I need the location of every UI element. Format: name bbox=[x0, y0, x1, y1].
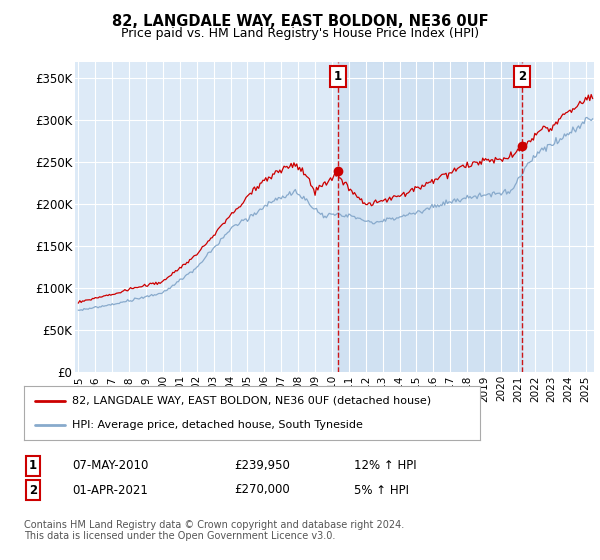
Bar bbox=[338, 62, 522, 372]
Text: 82, LANGDALE WAY, EAST BOLDON, NE36 0UF (detached house): 82, LANGDALE WAY, EAST BOLDON, NE36 0UF … bbox=[72, 396, 431, 406]
Text: £270,000: £270,000 bbox=[234, 483, 290, 497]
Text: 5% ↑ HPI: 5% ↑ HPI bbox=[354, 483, 409, 497]
Text: 2: 2 bbox=[518, 70, 526, 83]
Text: 01-APR-2021: 01-APR-2021 bbox=[72, 483, 148, 497]
Text: 2: 2 bbox=[29, 483, 37, 497]
Text: HPI: Average price, detached house, South Tyneside: HPI: Average price, detached house, Sout… bbox=[72, 420, 363, 430]
Text: 1: 1 bbox=[334, 70, 342, 83]
Text: Contains HM Land Registry data © Crown copyright and database right 2024.
This d: Contains HM Land Registry data © Crown c… bbox=[24, 520, 404, 542]
Text: Price paid vs. HM Land Registry's House Price Index (HPI): Price paid vs. HM Land Registry's House … bbox=[121, 27, 479, 40]
Text: 12% ↑ HPI: 12% ↑ HPI bbox=[354, 459, 416, 473]
Text: £239,950: £239,950 bbox=[234, 459, 290, 473]
Text: 07-MAY-2010: 07-MAY-2010 bbox=[72, 459, 148, 473]
Text: 1: 1 bbox=[29, 459, 37, 473]
Text: 82, LANGDALE WAY, EAST BOLDON, NE36 0UF: 82, LANGDALE WAY, EAST BOLDON, NE36 0UF bbox=[112, 14, 488, 29]
